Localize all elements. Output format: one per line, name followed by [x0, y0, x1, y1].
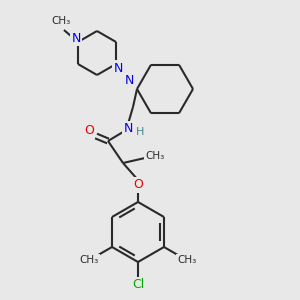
Text: N: N: [124, 74, 134, 88]
Text: CH₃: CH₃: [177, 255, 196, 265]
Text: CH₃: CH₃: [146, 151, 165, 161]
Text: H: H: [136, 127, 144, 137]
Text: O: O: [133, 178, 143, 191]
Text: CH₃: CH₃: [80, 255, 99, 265]
Text: Cl: Cl: [132, 278, 144, 292]
Text: N: N: [71, 32, 81, 44]
Text: CH₃: CH₃: [51, 16, 70, 26]
Text: N: N: [123, 122, 133, 136]
Text: N: N: [113, 61, 123, 74]
Text: O: O: [84, 124, 94, 137]
